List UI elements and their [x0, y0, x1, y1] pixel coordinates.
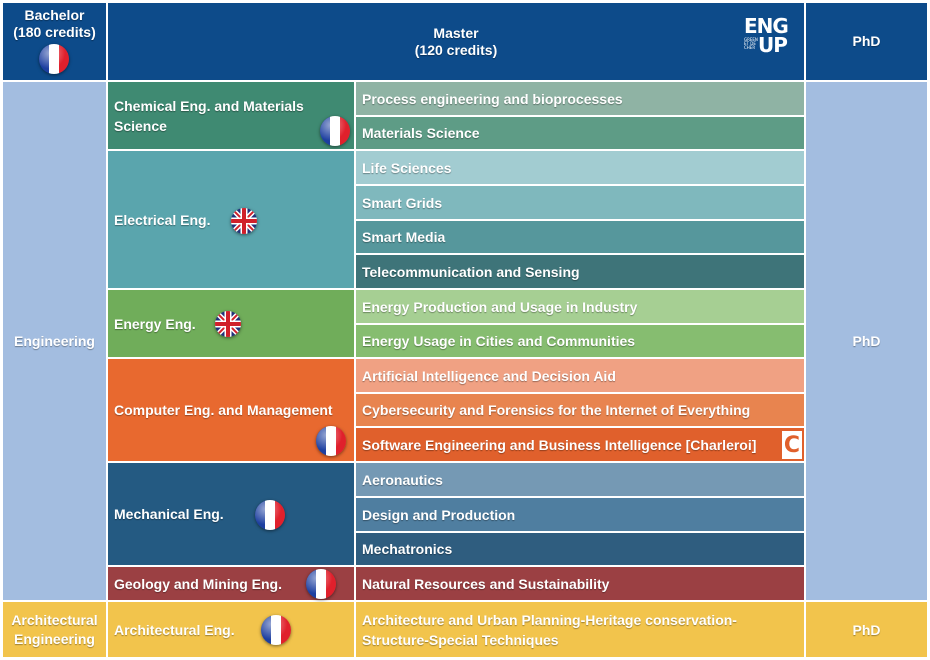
france-flag-icon [39, 44, 69, 74]
france-flag-icon [306, 569, 336, 599]
master-program: Software Engineering and Business Intell… [356, 428, 804, 461]
master-label: Master [433, 24, 479, 41]
master-program: Materials Science [356, 117, 804, 149]
bachelor-label: Bachelor [24, 7, 85, 23]
master-program: Design and Production [356, 498, 804, 531]
master-program: Cybersecurity and Forensics for the Inte… [356, 394, 804, 426]
architectural-label: Architectural Engineering [3, 602, 106, 657]
department-computer: Computer Eng. and Management [108, 359, 354, 461]
charleroi-logo-icon: C [782, 431, 802, 459]
master-program: Artificial Intelligence and Decision Aid [356, 359, 804, 392]
master-program: Architecture and Urban Planning-Heritage… [356, 602, 804, 657]
france-flag-icon [255, 500, 285, 530]
department-architectural: Architectural Eng. [108, 602, 354, 657]
master-program: Energy Usage in Cities and Communities [356, 325, 804, 357]
uk-flag-icon [215, 311, 241, 337]
master-program: Aeronautics [356, 463, 804, 496]
master-program: Process engineering and bioprocesses [356, 82, 804, 115]
engineering-phd: PhD [806, 82, 927, 600]
master-program: Smart Grids [356, 186, 804, 219]
engineering-label: Engineering [3, 82, 106, 600]
department-chemical: Chemical Eng. and Materials Science [108, 82, 354, 149]
master-program: Telecommunication and Sensing [356, 255, 804, 288]
france-flag-icon [261, 615, 291, 645]
engup-logo: ENG GREEN ET DE CHER UP [744, 14, 789, 57]
master-header: Master (120 credits) [108, 3, 804, 80]
phd-header: PhD [806, 3, 927, 80]
france-flag-icon [316, 426, 346, 456]
master-program: Life Sciences [356, 151, 804, 184]
bachelor-credits: (180 credits) [13, 24, 96, 40]
master-program: Natural Resources and Sustainability [356, 567, 804, 600]
master-credits: (120 credits) [414, 41, 498, 58]
architectural-phd: PhD [806, 602, 927, 657]
france-flag-icon [320, 116, 350, 146]
department-mechanical: Mechanical Eng. [108, 463, 354, 565]
master-program: Smart Media [356, 221, 804, 253]
master-program: Mechatronics [356, 533, 804, 565]
master-program: Energy Production and Usage in Industry [356, 290, 804, 323]
uk-flag-icon [231, 208, 257, 234]
